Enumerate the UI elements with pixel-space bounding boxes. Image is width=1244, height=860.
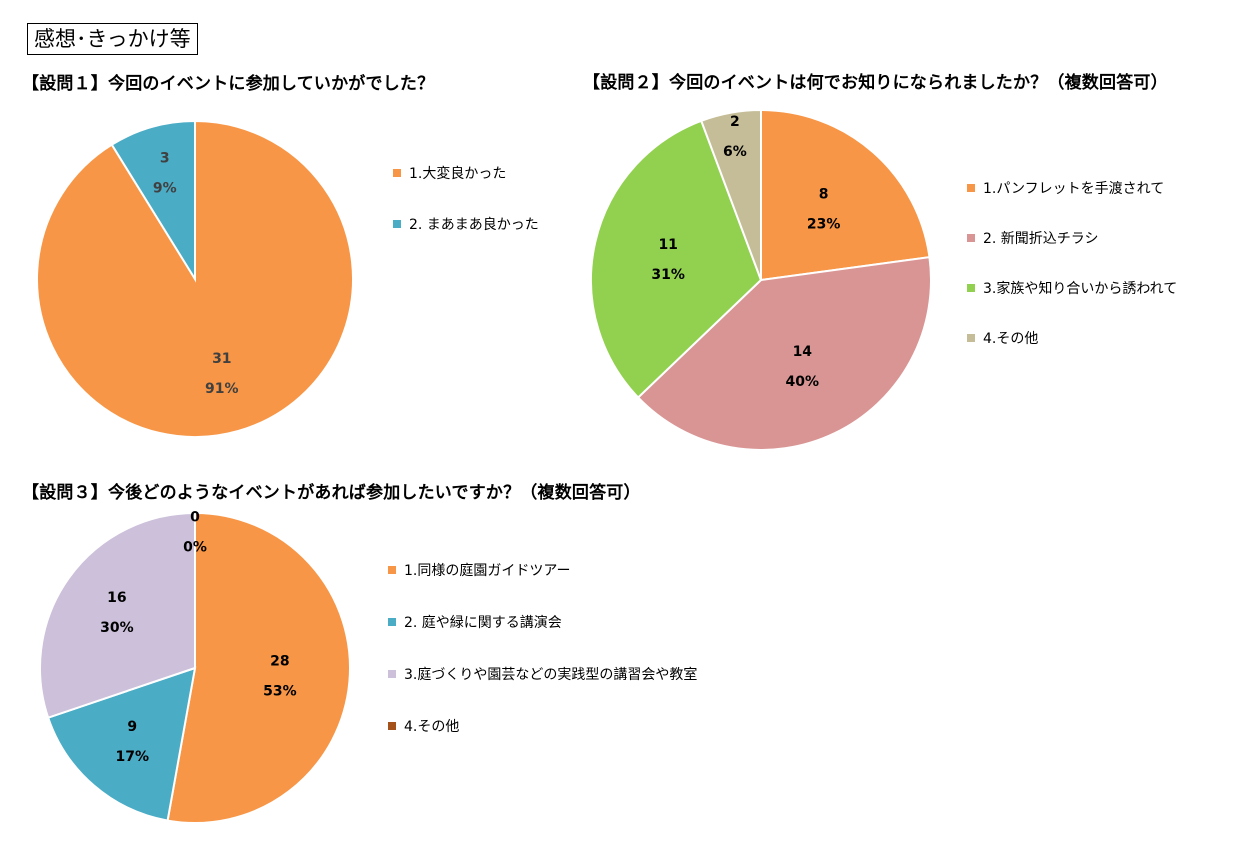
legend-swatch [388, 566, 396, 574]
data-label-value-q2-4: 2 [730, 114, 740, 130]
pie-chart-q2: 8 23% 14 40% 11 31% 2 6% [590, 108, 932, 451]
data-label-percent-q3-1: 53% [263, 684, 297, 700]
legend-label: 4.その他 [404, 719, 460, 735]
legend-item-q1-2: 2. まあまあ良かった [393, 217, 539, 233]
data-label-percent-q2-4: 6% [723, 144, 747, 160]
legend-swatch [967, 334, 975, 342]
legend-item-q3-2: 2. 庭や緑に関する講演会 [388, 615, 562, 631]
legend-item-q1-1: 1.大変良かった [393, 166, 506, 182]
legend-swatch [967, 234, 975, 242]
q1-title: 【設問１】今回のイベントに参加していかがでした？ [22, 74, 435, 94]
data-label-percent-q3-3: 30% [100, 620, 134, 636]
data-label-percent-q1-2: 9% [153, 181, 177, 197]
data-label-value-q3-1: 28 [270, 654, 289, 670]
data-label-value-q3-3: 16 [107, 590, 126, 606]
pie-chart-q3: 28 53% 9 17% 16 30% 0 0% [39, 510, 351, 824]
legend-label: 1.大変良かった [409, 166, 507, 182]
data-label-percent-q2-1: 23% [807, 216, 841, 232]
legend-swatch [388, 670, 396, 678]
legend-item-q2-1: 1.パンフレットを手渡されて [967, 181, 1164, 197]
legend-label: 1.パンフレットを手渡されて [983, 181, 1165, 197]
pie-chart-q1: 31 91% 3 9% [36, 119, 354, 438]
pie-slice-q2-1 [760, 108, 931, 282]
legend-label: 3.家族や知り合いから誘われて [983, 281, 1178, 297]
legend-label: 2. 新聞折込チラシ [983, 231, 1099, 247]
pie-slice-q1-2 [110, 119, 196, 283]
q2-title: 【設問２】今回のイベントは何でお知りになられましたか？（複数回答可） [583, 73, 1168, 93]
legend-label: 2. まあまあ良かった [409, 217, 539, 233]
legend-swatch [393, 220, 401, 228]
legend-label: 2. 庭や緑に関する講演会 [404, 615, 562, 631]
pie-slice-q2-3 [590, 119, 763, 399]
legend-label: 1.同様の庭園ガイドツアー [404, 563, 571, 579]
data-label-value-q3-2: 9 [127, 719, 137, 735]
legend-swatch [967, 184, 975, 192]
q3-title: 【設問３】今後どのようなイベントがあれば参加したいですか？（複数回答可） [22, 483, 641, 503]
pie-slice-q2-4 [699, 108, 762, 281]
data-label-percent-q3-4: 0% [183, 540, 207, 556]
data-label-value-q3-4: 0 [190, 510, 200, 526]
pie-slice-q2-2 [636, 256, 932, 451]
legend-swatch [388, 722, 396, 730]
legend-swatch [967, 284, 975, 292]
pie-slice-q3-1 [166, 511, 351, 824]
legend-label: 4.その他 [983, 331, 1039, 347]
legend-item-q3-3: 3.庭づくりや園芸などの実践型の講習会や教室 [388, 667, 697, 683]
page-title: 感想･きっかけ等 [27, 23, 198, 55]
legend-label: 3.庭づくりや園芸などの実践型の講習会や教室 [404, 667, 698, 683]
legend-item-q2-2: 2. 新聞折込チラシ [967, 231, 1099, 247]
legend-item-q3-1: 1.同様の庭園ガイドツアー [388, 563, 571, 579]
data-label-value-q1-1: 31 [212, 351, 231, 367]
legend-item-q2-3: 3.家族や知り合いから誘われて [967, 281, 1177, 297]
data-label-percent-q2-3: 31% [651, 267, 685, 283]
legend-item-q2-4: 4.その他 [967, 331, 1038, 347]
data-label-percent-q2-2: 40% [786, 374, 820, 390]
legend-swatch [393, 169, 401, 177]
data-label-value-q1-2: 3 [160, 151, 170, 167]
pie-slice-q3-3 [39, 511, 196, 719]
data-label-value-q2-3: 11 [658, 237, 677, 253]
data-label-value-q2-2: 14 [793, 344, 813, 360]
legend-item-q3-4: 4.その他 [388, 719, 459, 735]
data-label-percent-q3-2: 17% [116, 749, 150, 765]
data-label-value-q2-1: 8 [819, 186, 829, 202]
legend-swatch [388, 618, 396, 626]
data-label-percent-q1-1: 91% [205, 381, 239, 397]
